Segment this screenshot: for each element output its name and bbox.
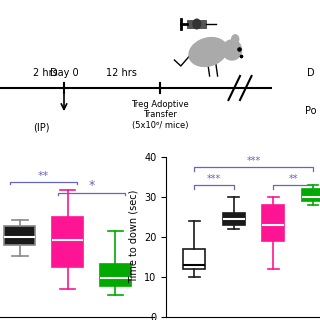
Text: **: ** (288, 173, 298, 184)
Text: **: ** (38, 171, 49, 181)
PathPatch shape (100, 264, 131, 286)
PathPatch shape (52, 218, 83, 267)
PathPatch shape (4, 226, 36, 245)
Text: Po: Po (305, 106, 316, 116)
Ellipse shape (232, 35, 239, 44)
Text: Treg Adoptive
Transfer
(5x10⁶/ mice): Treg Adoptive Transfer (5x10⁶/ mice) (131, 100, 189, 130)
Text: ***: *** (246, 156, 261, 166)
PathPatch shape (262, 205, 284, 241)
Text: Day 0: Day 0 (50, 68, 78, 78)
Text: 12 hrs: 12 hrs (106, 68, 137, 78)
Text: (IP): (IP) (33, 122, 50, 132)
Text: 2 hrs: 2 hrs (33, 68, 58, 78)
FancyBboxPatch shape (187, 20, 206, 28)
Y-axis label: Time to down (sec): Time to down (sec) (129, 190, 139, 284)
Ellipse shape (189, 37, 227, 67)
PathPatch shape (183, 249, 205, 269)
Text: *: * (88, 179, 95, 192)
Text: ***: *** (207, 173, 221, 184)
Circle shape (193, 19, 201, 29)
PathPatch shape (223, 213, 245, 225)
Ellipse shape (222, 40, 242, 60)
Text: D: D (307, 68, 314, 78)
PathPatch shape (302, 189, 320, 201)
